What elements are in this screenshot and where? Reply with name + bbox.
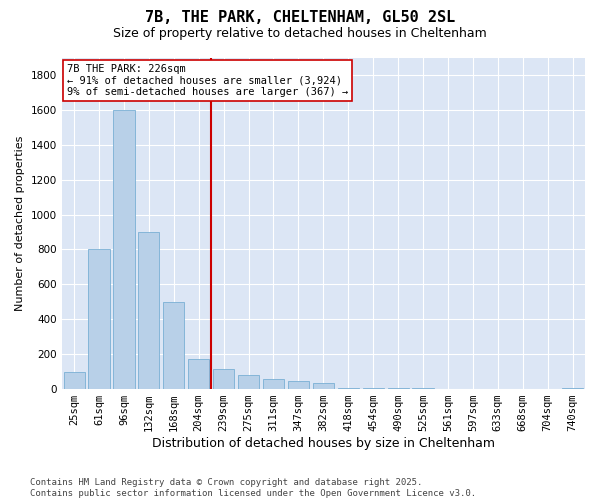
Bar <box>188 358 209 389</box>
Bar <box>113 110 134 389</box>
Bar <box>412 388 434 389</box>
Text: Size of property relative to detached houses in Cheltenham: Size of property relative to detached ho… <box>113 28 487 40</box>
Bar <box>64 372 85 389</box>
Text: 7B, THE PARK, CHELTENHAM, GL50 2SL: 7B, THE PARK, CHELTENHAM, GL50 2SL <box>145 10 455 25</box>
Y-axis label: Number of detached properties: Number of detached properties <box>15 136 25 311</box>
Bar <box>313 383 334 389</box>
Text: 7B THE PARK: 226sqm
← 91% of detached houses are smaller (3,924)
9% of semi-deta: 7B THE PARK: 226sqm ← 91% of detached ho… <box>67 64 348 98</box>
Bar <box>138 232 160 389</box>
Bar <box>338 388 359 389</box>
Bar <box>163 302 184 389</box>
Bar <box>562 388 583 389</box>
Bar <box>263 380 284 389</box>
Bar <box>388 388 409 389</box>
Bar <box>88 250 110 389</box>
Bar <box>213 369 234 389</box>
Bar <box>238 375 259 389</box>
Bar <box>288 381 309 389</box>
X-axis label: Distribution of detached houses by size in Cheltenham: Distribution of detached houses by size … <box>152 437 495 450</box>
Text: Contains HM Land Registry data © Crown copyright and database right 2025.
Contai: Contains HM Land Registry data © Crown c… <box>30 478 476 498</box>
Bar <box>362 388 384 389</box>
